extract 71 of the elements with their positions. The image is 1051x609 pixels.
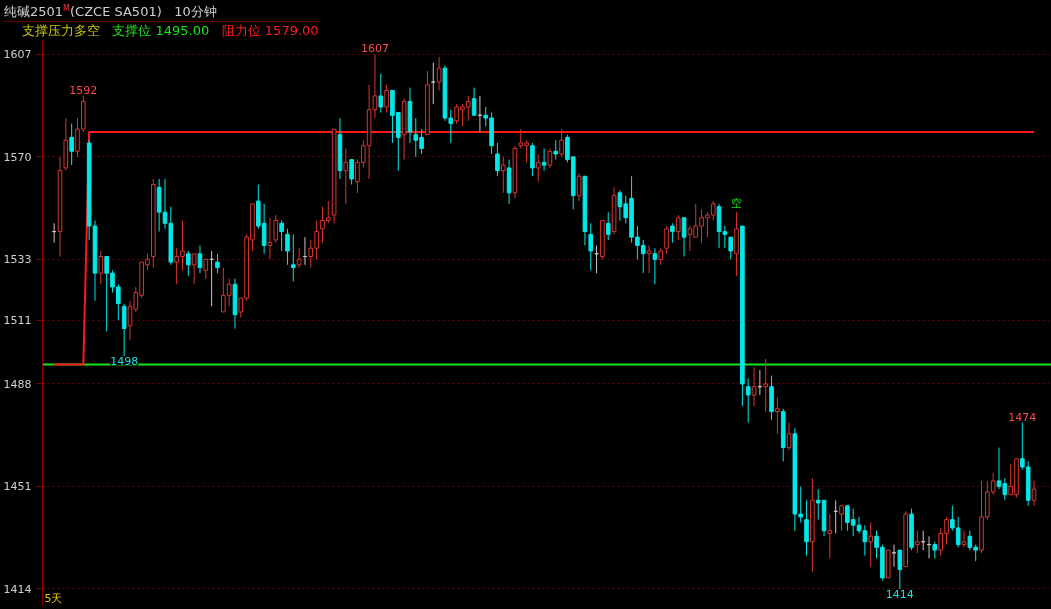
chart-title: 纯碱2501$^{M}$(CZCE SA501) 10分钟 <box>4 4 217 20</box>
candlestick <box>745 377 751 424</box>
text: 支撑压力多空 <box>22 23 100 39</box>
annotation: 1607 <box>360 42 389 56</box>
candlestick <box>891 544 897 568</box>
y-tick-label: 1488 <box>3 377 32 391</box>
ref-line-label: 支撑位 1495.00 <box>112 23 210 39</box>
candlestick <box>897 549 903 590</box>
candlestick <box>646 244 652 274</box>
candlestick <box>436 56 442 91</box>
candlestick <box>273 214 279 244</box>
candlestick <box>191 253 197 285</box>
candlestick <box>343 148 349 205</box>
candlestick <box>827 513 833 559</box>
candlestick <box>553 139 559 161</box>
annotation: 空 <box>731 197 743 211</box>
candlestick <box>378 73 384 114</box>
candlestick <box>681 217 687 258</box>
candlestick <box>530 142 535 177</box>
annotation: 1592 <box>69 83 98 97</box>
candlestick <box>763 358 769 413</box>
candlestick <box>728 236 734 260</box>
candlestick <box>670 222 675 244</box>
y-tick-label: 1511 <box>3 314 32 328</box>
y-tick-label: 1533 <box>3 253 32 267</box>
candlestick <box>500 156 506 194</box>
annotation: 5天 <box>44 591 63 605</box>
candlestick <box>285 228 290 266</box>
candlestick <box>775 397 780 435</box>
y-tick-label: 1607 <box>3 48 32 62</box>
candlestick <box>559 128 564 158</box>
candlestick <box>588 222 594 271</box>
candlestick <box>267 217 273 260</box>
candlestick <box>495 142 500 177</box>
candlestick <box>547 148 553 169</box>
candlestick <box>279 220 284 252</box>
candlestick <box>471 87 477 116</box>
candlestick <box>675 214 681 241</box>
candlestick <box>215 253 220 274</box>
candlestick <box>121 303 127 357</box>
annotation: 1498 <box>110 355 139 369</box>
candlestick <box>751 366 757 407</box>
candlestick <box>384 84 389 114</box>
candlestick <box>915 530 920 554</box>
annotation: 1414 <box>885 587 914 601</box>
candlestick <box>786 422 792 451</box>
text: 阻力位 1579.00 <box>221 23 319 39</box>
candlestick <box>98 250 104 285</box>
y-tick-label: 1451 <box>3 480 32 494</box>
candlestick <box>868 521 873 568</box>
candlestick <box>186 250 191 277</box>
candlestick <box>535 153 541 183</box>
candlestick <box>296 247 302 269</box>
candlestick <box>349 159 354 186</box>
candlestick <box>652 247 658 285</box>
candlestick <box>203 258 209 280</box>
candlestick <box>961 530 967 548</box>
candlestick <box>605 211 611 241</box>
candlestick <box>804 499 809 557</box>
annotation: 1474 <box>1008 410 1037 424</box>
candlestick <box>290 233 296 282</box>
candlestick <box>69 123 74 166</box>
candlestick <box>576 172 582 202</box>
candlestick <box>839 505 844 532</box>
candlestick <box>932 541 938 559</box>
candlestick <box>430 62 436 105</box>
candlestick <box>541 148 547 172</box>
candlestick <box>664 225 669 255</box>
y-tick-label: 1570 <box>3 150 32 164</box>
candlestick <box>862 524 868 557</box>
y-tick-label: 1414 <box>3 582 32 596</box>
